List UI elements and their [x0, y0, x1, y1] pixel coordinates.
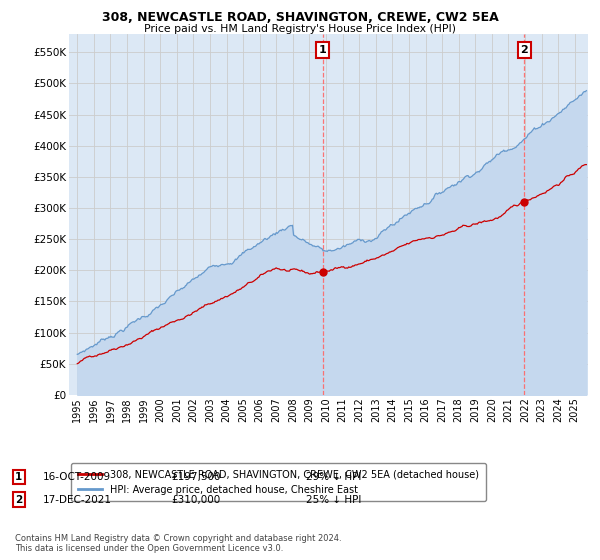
Text: Contains HM Land Registry data © Crown copyright and database right 2024.
This d: Contains HM Land Registry data © Crown c… — [15, 534, 341, 553]
Text: £197,500: £197,500 — [171, 472, 221, 482]
Text: £310,000: £310,000 — [171, 494, 220, 505]
Text: 2: 2 — [15, 494, 22, 505]
Legend: 308, NEWCASTLE ROAD, SHAVINGTON, CREWE, CW2 5EA (detached house), HPI: Average p: 308, NEWCASTLE ROAD, SHAVINGTON, CREWE, … — [71, 463, 486, 501]
Text: 17-DEC-2021: 17-DEC-2021 — [43, 494, 112, 505]
Text: 2: 2 — [520, 45, 528, 55]
Text: Price paid vs. HM Land Registry's House Price Index (HPI): Price paid vs. HM Land Registry's House … — [144, 24, 456, 34]
Text: 29% ↓ HPI: 29% ↓ HPI — [306, 472, 361, 482]
Text: 308, NEWCASTLE ROAD, SHAVINGTON, CREWE, CW2 5EA: 308, NEWCASTLE ROAD, SHAVINGTON, CREWE, … — [101, 11, 499, 24]
Text: 25% ↓ HPI: 25% ↓ HPI — [306, 494, 361, 505]
Text: 1: 1 — [15, 472, 22, 482]
Text: 16-OCT-2009: 16-OCT-2009 — [43, 472, 112, 482]
Text: 1: 1 — [319, 45, 326, 55]
